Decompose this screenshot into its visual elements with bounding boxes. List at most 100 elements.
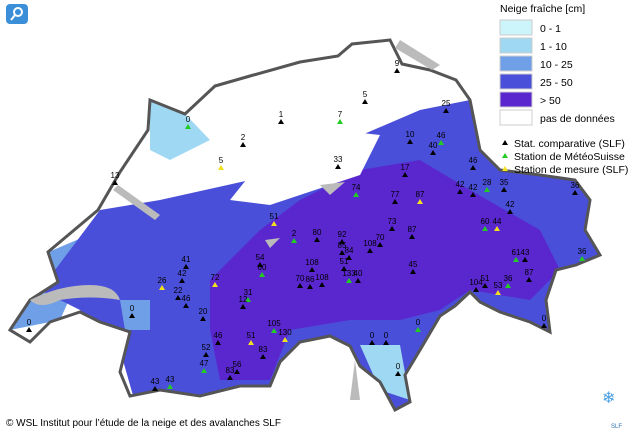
station-marker xyxy=(392,199,398,204)
station-marker xyxy=(355,278,361,283)
station-marker xyxy=(271,328,277,333)
station-marker xyxy=(240,142,246,147)
station-value: 43 xyxy=(166,375,175,384)
station-marker xyxy=(505,283,511,288)
station-value: 104 xyxy=(469,278,483,287)
station-value: 46 xyxy=(214,331,223,340)
station-value: 42 xyxy=(456,180,465,189)
station-value: 51 xyxy=(247,331,256,340)
station-marker xyxy=(407,139,413,144)
station-value: 73 xyxy=(388,217,397,226)
station-marker xyxy=(201,368,207,373)
station-marker xyxy=(257,262,263,267)
legend-label: 10 - 25 xyxy=(540,59,573,71)
station-marker xyxy=(522,257,528,262)
station-marker xyxy=(175,295,181,300)
station-marker xyxy=(297,283,303,288)
station-value: 70 xyxy=(296,274,305,283)
station-value: 0 xyxy=(384,331,389,340)
station-marker xyxy=(159,285,165,290)
legend-swatch xyxy=(499,37,533,54)
station-marker xyxy=(26,327,32,332)
station-marker xyxy=(470,165,476,170)
station-value: 70 xyxy=(376,233,385,242)
station-marker xyxy=(227,375,233,380)
station-marker xyxy=(183,264,189,269)
station-value: 20 xyxy=(199,307,208,316)
station-marker xyxy=(112,180,118,185)
station-value: 46 xyxy=(437,131,446,140)
legend-label: > 50 xyxy=(540,95,561,107)
station-marker xyxy=(203,352,209,357)
station-value: 0 xyxy=(542,314,547,323)
station-marker xyxy=(438,140,444,145)
station-marker xyxy=(335,164,341,169)
station-value: 26 xyxy=(158,276,167,285)
station-marker xyxy=(240,304,246,309)
station-marker xyxy=(541,323,547,328)
station-value: 53 xyxy=(494,281,503,290)
station-marker xyxy=(395,371,401,376)
station-value: 13 xyxy=(111,171,120,180)
station-legend-label: Station de mesure (SLF) xyxy=(514,164,628,176)
station-marker xyxy=(417,199,423,204)
search-button[interactable] xyxy=(6,4,28,24)
station-value: 42 xyxy=(506,200,515,209)
station-marker xyxy=(367,248,373,253)
station-value: 40 xyxy=(354,269,363,278)
station-value: 47 xyxy=(200,359,209,368)
station-marker xyxy=(314,237,320,242)
station-value: 105 xyxy=(267,319,281,328)
logo-text: SLF xyxy=(611,424,622,430)
station-marker xyxy=(278,119,284,124)
station-value: 17 xyxy=(401,163,410,172)
legend-label: pas de données xyxy=(540,113,615,125)
station-marker xyxy=(215,340,221,345)
station-value: 51 xyxy=(481,274,490,283)
station-value: 43 xyxy=(521,248,530,257)
station-value: 35 xyxy=(500,178,509,187)
station-marker xyxy=(319,282,325,287)
station-value: 2 xyxy=(241,133,246,142)
station-value: 108 xyxy=(315,273,329,282)
station-marker xyxy=(402,172,408,177)
station-value: 0 xyxy=(416,318,421,327)
legend-swatch xyxy=(499,91,533,108)
station-marker xyxy=(309,267,315,272)
station-marker xyxy=(218,165,224,170)
station-marker xyxy=(457,189,463,194)
lakes xyxy=(30,40,440,400)
legend-swatch xyxy=(499,109,533,126)
logo-flake: ❄ xyxy=(602,390,615,407)
station-value: 10 xyxy=(406,130,415,139)
station-marker xyxy=(129,313,135,318)
station-value: 80 xyxy=(313,228,322,237)
station-marker xyxy=(526,277,532,282)
station-value: 41 xyxy=(182,255,191,264)
station-marker xyxy=(245,297,251,302)
station-marker xyxy=(337,119,343,124)
legend-label: 25 - 50 xyxy=(540,77,573,89)
station-value: 36 xyxy=(504,274,513,283)
station-value: 0 xyxy=(396,362,401,371)
legend-title: Neige fraîche [cm] xyxy=(500,3,585,15)
station-value: 60 xyxy=(481,217,490,226)
station-value: 61 xyxy=(512,248,521,257)
station-value: 52 xyxy=(202,343,211,352)
station-marker xyxy=(260,354,266,359)
station-value: 44 xyxy=(493,217,502,226)
station-marker xyxy=(212,282,218,287)
station-value: 85 xyxy=(338,241,347,250)
station-value: 56 xyxy=(233,360,242,369)
station-value: 36 xyxy=(578,247,587,256)
search-icon xyxy=(13,7,23,17)
station-value: 2 xyxy=(292,229,297,238)
station-marker xyxy=(353,192,359,197)
station-value: 7 xyxy=(338,110,343,119)
station-marker xyxy=(443,108,449,113)
station-value: 87 xyxy=(408,225,417,234)
station-value: 42 xyxy=(178,269,187,278)
station-marker xyxy=(410,269,416,274)
station-value: 87 xyxy=(416,190,425,199)
